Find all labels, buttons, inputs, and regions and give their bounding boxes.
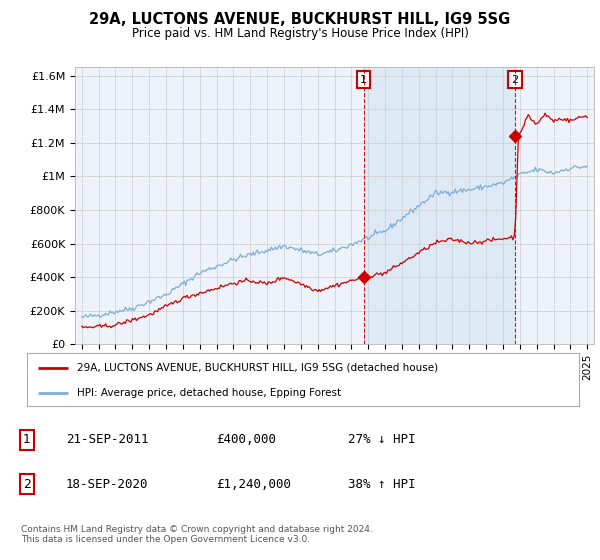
Text: HPI: Average price, detached house, Epping Forest: HPI: Average price, detached house, Eppi… xyxy=(77,388,341,398)
Text: 38% ↑ HPI: 38% ↑ HPI xyxy=(348,478,415,491)
Text: 1: 1 xyxy=(23,433,31,446)
Text: 29A, LUCTONS AVENUE, BUCKHURST HILL, IG9 5SG: 29A, LUCTONS AVENUE, BUCKHURST HILL, IG9… xyxy=(89,12,511,27)
Bar xyxy=(364,67,515,344)
Text: 1: 1 xyxy=(360,74,367,85)
Text: £400,000: £400,000 xyxy=(216,433,276,446)
Text: Price paid vs. HM Land Registry's House Price Index (HPI): Price paid vs. HM Land Registry's House … xyxy=(131,27,469,40)
Text: £1,240,000: £1,240,000 xyxy=(216,478,291,491)
Text: Contains HM Land Registry data © Crown copyright and database right 2024.
This d: Contains HM Land Registry data © Crown c… xyxy=(21,525,373,544)
Text: 2: 2 xyxy=(512,74,519,85)
Text: 29A, LUCTONS AVENUE, BUCKHURST HILL, IG9 5SG (detached house): 29A, LUCTONS AVENUE, BUCKHURST HILL, IG9… xyxy=(77,363,438,373)
Text: 27% ↓ HPI: 27% ↓ HPI xyxy=(348,433,415,446)
Text: 21-SEP-2011: 21-SEP-2011 xyxy=(66,433,149,446)
Text: 18-SEP-2020: 18-SEP-2020 xyxy=(66,478,149,491)
Text: 2: 2 xyxy=(23,478,31,491)
